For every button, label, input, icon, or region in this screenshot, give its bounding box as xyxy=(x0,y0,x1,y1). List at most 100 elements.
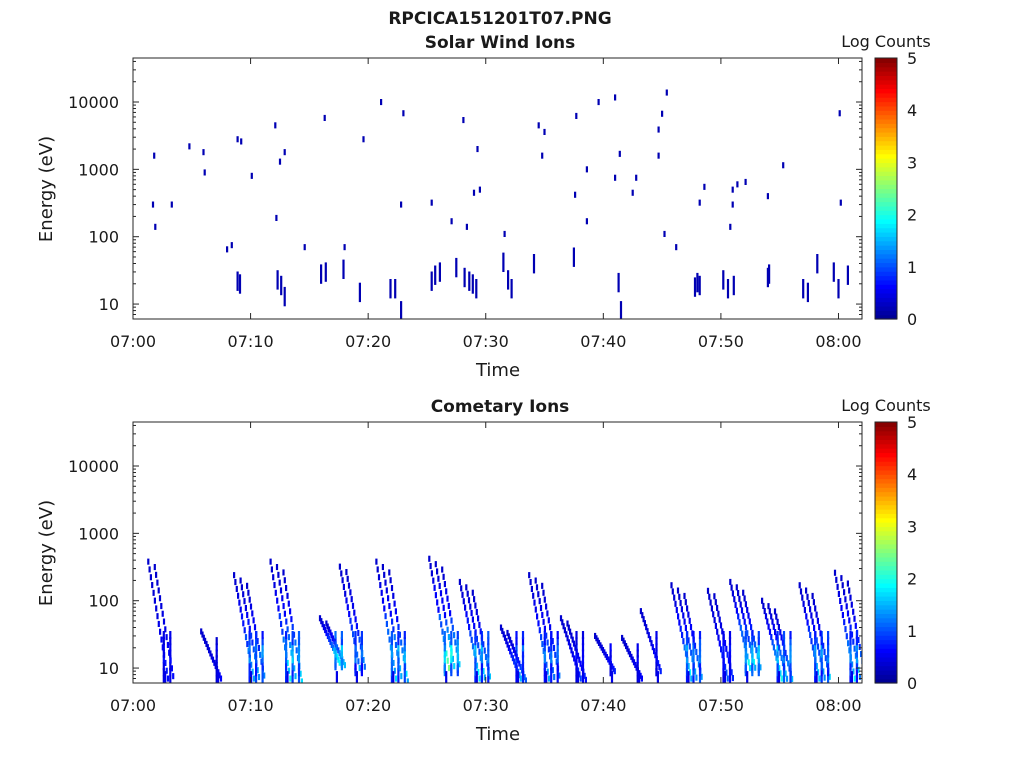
count-cell xyxy=(632,659,636,666)
x-tick-label: 07:00 xyxy=(110,696,156,715)
count-cell xyxy=(679,600,682,607)
count-cell xyxy=(360,668,363,677)
count-cell xyxy=(832,262,835,282)
count-cell xyxy=(289,641,292,648)
count-cell xyxy=(678,593,681,600)
count-cell xyxy=(698,655,702,664)
count-cell xyxy=(814,631,817,638)
count-cell xyxy=(290,616,293,623)
count-cell xyxy=(403,631,406,640)
count-cell xyxy=(240,584,243,591)
count-cell xyxy=(226,246,229,253)
count-cell xyxy=(463,267,466,288)
count-cell xyxy=(215,643,218,652)
count-cell xyxy=(722,662,725,671)
count-cell xyxy=(340,637,343,646)
count-cell xyxy=(238,274,242,294)
x-tick-label: 07:20 xyxy=(345,332,391,351)
count-cell xyxy=(281,595,284,602)
count-cell xyxy=(782,649,786,658)
count-cell xyxy=(609,668,612,677)
count-cell xyxy=(581,631,585,640)
count-cell xyxy=(354,643,357,652)
colorbar-segment xyxy=(875,452,897,458)
count-cell xyxy=(337,647,340,654)
count-cell xyxy=(813,624,816,631)
count-cell xyxy=(763,608,766,615)
count-cell xyxy=(248,649,251,658)
count-cell xyxy=(820,655,823,664)
count-cell xyxy=(634,661,637,668)
count-cell xyxy=(521,643,525,652)
count-cell xyxy=(844,626,847,633)
count-cell xyxy=(816,254,819,274)
count-cell xyxy=(443,637,446,646)
count-cell xyxy=(474,649,477,658)
count-cell xyxy=(259,651,262,658)
count-cell xyxy=(387,628,390,635)
count-cell xyxy=(328,626,331,633)
count-cell xyxy=(677,613,680,620)
count-cell xyxy=(201,631,204,638)
colorbar-segment xyxy=(875,448,897,454)
count-cell xyxy=(529,579,532,586)
count-cell xyxy=(692,655,695,664)
colorbar-segment xyxy=(875,495,897,501)
count-cell xyxy=(823,674,826,681)
count-cell xyxy=(722,655,725,664)
count-cell xyxy=(849,643,852,652)
colorbar-segment xyxy=(875,526,897,532)
count-cell xyxy=(506,641,509,648)
count-cell xyxy=(162,643,165,652)
count-cell xyxy=(170,665,173,672)
count-cell xyxy=(456,662,459,671)
count-cell xyxy=(445,619,448,626)
count-cell xyxy=(550,637,553,646)
count-cell xyxy=(447,634,450,641)
count-cell xyxy=(397,637,400,646)
count-cell xyxy=(515,631,518,640)
count-cell xyxy=(239,606,242,613)
count-cell xyxy=(776,675,779,683)
count-cell xyxy=(536,613,539,620)
count-cell xyxy=(835,576,838,583)
count-cell xyxy=(726,675,729,682)
count-cell xyxy=(403,637,406,646)
count-cell xyxy=(780,654,783,661)
count-cell xyxy=(445,588,448,595)
count-cell xyxy=(837,279,840,299)
count-cell xyxy=(278,579,281,586)
count-cell xyxy=(398,665,402,672)
count-cell xyxy=(805,587,808,594)
count-cell xyxy=(815,663,818,670)
count-cell xyxy=(850,631,854,638)
colorbar-segment xyxy=(875,656,897,662)
count-cell xyxy=(164,626,167,633)
count-cell xyxy=(636,668,639,677)
count-cell xyxy=(581,662,585,671)
count-cell xyxy=(655,631,658,640)
colorbar-segment xyxy=(875,635,897,641)
count-cell xyxy=(297,637,301,646)
count-cell xyxy=(249,603,253,610)
count-cell xyxy=(388,603,391,610)
count-cell xyxy=(814,675,817,683)
count-cell xyxy=(782,162,785,169)
count-cell xyxy=(240,138,243,145)
colorbar-segment xyxy=(875,79,897,85)
count-cell xyxy=(567,639,570,646)
colorbar-segment xyxy=(875,500,897,506)
count-cell xyxy=(610,671,614,683)
colorbar-segment xyxy=(875,474,897,480)
count-cell xyxy=(326,633,329,640)
count-cell xyxy=(839,597,842,604)
count-cell xyxy=(474,662,477,671)
count-cell xyxy=(448,665,451,672)
count-cell xyxy=(430,271,433,291)
count-cell xyxy=(400,301,403,319)
count-cell xyxy=(474,668,477,677)
count-cell xyxy=(817,669,820,676)
count-cell xyxy=(575,637,578,646)
count-cell xyxy=(818,675,821,682)
count-cell xyxy=(857,666,860,673)
